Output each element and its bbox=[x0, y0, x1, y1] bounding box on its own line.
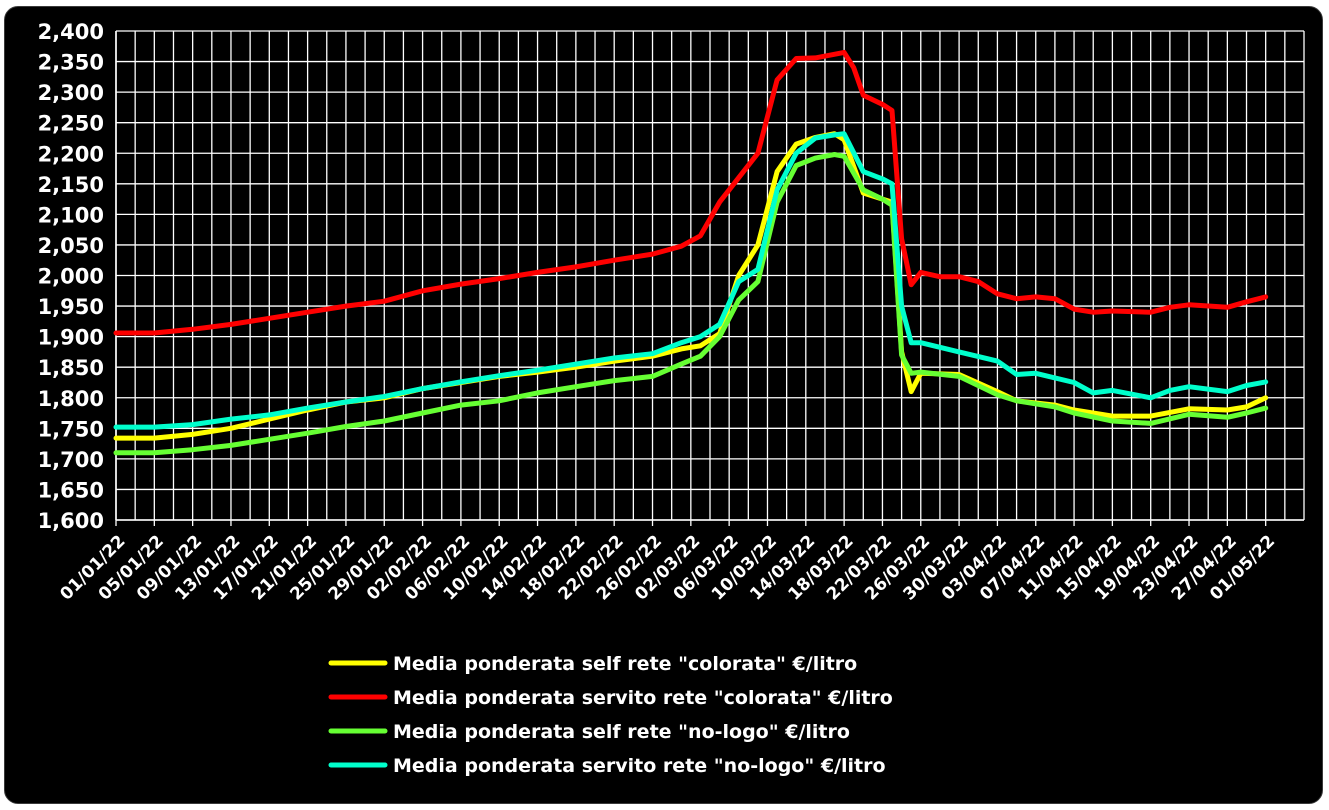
chart-frame: 1,600 1,650 1,700 1,750 1,800 1,850 1,900 1,950… bbox=[4, 6, 1323, 804]
y-tick-label: 2,400 bbox=[38, 20, 104, 44]
x-axis: 01/01/2205/01/2209/01/2213/01/2217/01/22… bbox=[56, 520, 1279, 605]
legend: Media ponderata self rete "colorata" €/l… bbox=[328, 653, 893, 777]
y-tick-label: 1,900 bbox=[38, 326, 104, 350]
series-line-3 bbox=[113, 152, 1269, 456]
y-tick-label: 1,750 bbox=[38, 417, 104, 441]
legend-label-2: Media ponderata servito rete "colorata" … bbox=[393, 687, 893, 709]
y-tick-label: 2,150 bbox=[38, 173, 104, 197]
y-tick-label: 2,200 bbox=[38, 142, 104, 166]
legend-label-3: Media ponderata self rete "no-logo" €/li… bbox=[393, 721, 850, 743]
y-axis: 1,600 1,650 1,700 1,750 1,800 1,850 1,900 1,950… bbox=[38, 20, 104, 533]
series-lines bbox=[113, 49, 1269, 456]
y-tick-label: 1,650 bbox=[38, 478, 104, 502]
y-tick-label: 1,700 bbox=[38, 448, 104, 472]
grid bbox=[115, 30, 1305, 521]
legend-label-4: Media ponderata servito rete "no-logo" €… bbox=[393, 755, 886, 777]
series-line-4 bbox=[113, 131, 1269, 430]
legend-label-1: Media ponderata self rete "colorata" €/l… bbox=[393, 653, 857, 675]
y-tick-label: 2,000 bbox=[38, 265, 104, 289]
y-tick-label: 2,350 bbox=[38, 51, 104, 75]
series-line-2 bbox=[113, 49, 1269, 336]
y-tick-label: 2,250 bbox=[38, 112, 104, 136]
y-tick-label: 1,600 bbox=[38, 509, 104, 533]
y-tick-label: 2,300 bbox=[38, 81, 104, 105]
y-tick-label: 1,850 bbox=[38, 356, 104, 380]
y-tick-label: 1,800 bbox=[38, 387, 104, 411]
y-tick-label: 2,050 bbox=[38, 234, 104, 258]
y-tick-label: 2,100 bbox=[38, 203, 104, 227]
y-tick-label: 1,950 bbox=[38, 295, 104, 319]
line-chart: 1,600 1,650 1,700 1,750 1,800 1,850 1,900 1,950… bbox=[38, 20, 1305, 777]
